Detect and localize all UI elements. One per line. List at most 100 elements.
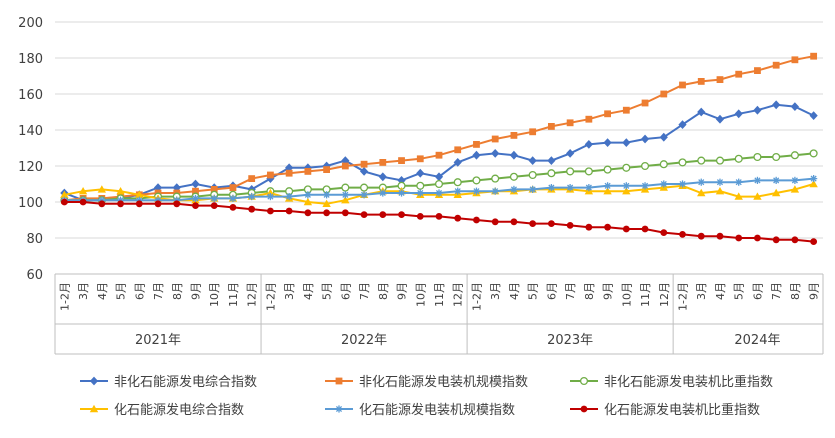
data-point <box>229 204 237 211</box>
data-point <box>809 111 818 120</box>
data-point <box>397 176 406 185</box>
data-point <box>603 165 612 174</box>
data-point <box>98 200 106 208</box>
marker-stroke <box>567 184 574 191</box>
data-point <box>323 209 331 217</box>
data-point <box>78 187 88 195</box>
x-tick-label: 6月 <box>339 282 352 300</box>
data-point <box>491 218 499 226</box>
grid-lines <box>55 21 823 275</box>
data-point <box>285 207 293 215</box>
data-point <box>285 169 293 177</box>
data-point <box>378 172 387 182</box>
data-point <box>491 174 500 183</box>
data-point <box>491 135 499 143</box>
data-point <box>509 172 518 181</box>
data-point <box>566 184 574 192</box>
data-point <box>285 193 293 201</box>
marker-stroke <box>342 191 349 198</box>
data-point <box>191 179 200 189</box>
marker-stroke <box>641 182 649 189</box>
x-tick-label: 9月 <box>189 282 202 300</box>
data-point <box>641 225 649 233</box>
data-point <box>735 70 743 78</box>
data-point <box>210 194 218 202</box>
data-point <box>435 213 443 220</box>
x-tick-label: 7月 <box>564 282 577 300</box>
y-tick-label: 100 <box>18 196 43 211</box>
data-point <box>89 376 99 386</box>
marker-stroke <box>211 195 218 202</box>
data-point <box>341 183 350 192</box>
data-point <box>622 138 631 147</box>
marker-stroke <box>623 182 630 189</box>
x-tick-label: 3月 <box>77 282 90 300</box>
x-tick-label: 12月 <box>452 282 465 307</box>
y-tick-label: 80 <box>26 232 43 247</box>
year-label: 2022年 <box>341 333 387 348</box>
data-point <box>603 187 612 195</box>
series-6 <box>60 198 818 246</box>
data-point <box>715 114 725 124</box>
marker-stroke <box>335 405 343 413</box>
data-point <box>622 163 631 172</box>
data-point <box>791 56 799 64</box>
data-point <box>335 405 343 413</box>
data-point <box>341 191 349 199</box>
data-point <box>398 157 405 164</box>
data-point <box>341 162 349 170</box>
legend-label: 非化石能源发电装机规模指数 <box>359 374 528 390</box>
marker-stroke <box>229 195 237 202</box>
legend-item: 非化石能源发电装机规模指数 <box>325 374 528 390</box>
data-point <box>509 150 519 160</box>
data-point <box>790 102 800 111</box>
data-point <box>753 192 762 200</box>
data-point <box>659 132 668 142</box>
data-point <box>584 140 593 149</box>
marker-stroke <box>379 189 386 197</box>
data-point <box>323 191 331 199</box>
data-point <box>547 123 555 130</box>
marker-stroke <box>304 191 311 198</box>
data-point <box>640 134 650 144</box>
data-point <box>192 202 199 210</box>
marker-stroke <box>398 189 405 197</box>
data-point <box>678 120 687 129</box>
data-point <box>510 185 518 193</box>
data-point <box>360 183 369 192</box>
x-tick-label: 5月 <box>321 282 334 300</box>
data-point <box>641 99 649 107</box>
x-tick-label: 1-2月 <box>677 282 690 311</box>
data-point <box>735 178 743 186</box>
data-point <box>697 78 705 85</box>
data-point <box>697 178 705 186</box>
data-point <box>454 187 462 195</box>
data-point <box>580 405 588 413</box>
x-tick-label: 1-2月 <box>470 282 483 311</box>
data-point <box>679 81 686 89</box>
data-point <box>734 109 743 119</box>
x-tick-label: 8月 <box>171 282 184 300</box>
x-tick-label: 7月 <box>152 282 165 300</box>
marker-stroke <box>716 179 724 186</box>
data-point <box>416 213 424 220</box>
data-point <box>641 182 649 190</box>
data-point <box>267 207 274 215</box>
x-tick-label: 1-2月 <box>58 282 71 311</box>
data-point <box>304 191 312 199</box>
data-point <box>772 176 780 184</box>
data-point <box>810 238 818 246</box>
data-point <box>697 232 705 240</box>
x-tick-label: 1-2月 <box>264 282 277 311</box>
data-point <box>791 176 799 184</box>
data-point <box>790 185 800 193</box>
data-point <box>229 194 237 202</box>
data-point <box>79 198 87 206</box>
data-point <box>734 192 743 200</box>
data-point <box>566 119 574 127</box>
data-point <box>303 197 313 206</box>
legend-label: 化石能源发电综合指数 <box>114 402 244 418</box>
data-point <box>360 191 368 199</box>
data-point <box>754 234 761 242</box>
data-point <box>379 159 387 166</box>
